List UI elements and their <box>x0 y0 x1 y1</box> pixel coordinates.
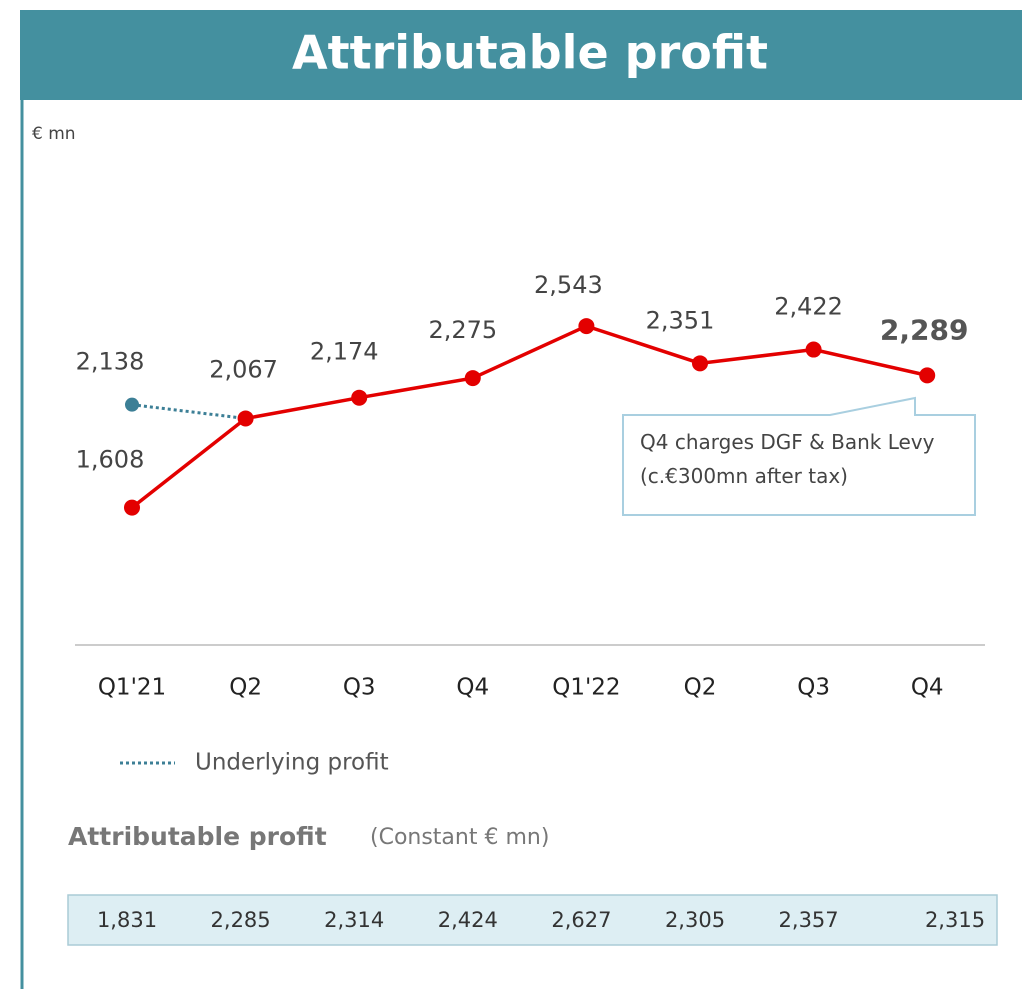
data-label: 2,067 <box>209 355 278 383</box>
callout-box <box>622 396 976 516</box>
table-cell: 2,285 <box>211 908 271 932</box>
series-line <box>130 324 928 509</box>
data-label: 2,174 <box>310 338 379 366</box>
title: Attributable profit <box>292 26 768 80</box>
data-point <box>464 370 481 387</box>
table-title: Attributable profit <box>68 822 327 851</box>
data-point <box>578 318 595 335</box>
table-subtitle: (Constant € mn) <box>370 825 549 850</box>
unit-label: € mn <box>32 124 76 144</box>
callout: Q4 charges DGF & Bank Levy (c.€300mn aft… <box>640 430 935 488</box>
x-tick-label: Q2 <box>684 675 717 701</box>
data-point <box>692 355 708 372</box>
table-cell: 2,627 <box>551 908 611 932</box>
table-box <box>67 894 998 946</box>
data-label: 2,138 <box>76 348 145 376</box>
x-tick-label: Q1'22 <box>552 675 620 701</box>
data-point <box>919 367 936 384</box>
x-tick-label: Q2 <box>229 675 262 701</box>
x-tick-label: Q4 <box>911 675 944 701</box>
data-label: 2,275 <box>428 316 497 344</box>
data-point <box>124 499 140 516</box>
table-cell: 2,424 <box>438 908 498 932</box>
table-cell: 2,315 <box>925 908 985 932</box>
x-tick-label: Q1'21 <box>98 675 166 701</box>
data-label: 2,422 <box>774 293 843 321</box>
data-point <box>351 389 368 406</box>
annotation: Q4 charges DGF & Bank Levy (c.€300mn aft… <box>640 430 935 488</box>
table-cell: 2,305 <box>665 908 725 932</box>
table-cell: 1,831 <box>97 908 157 932</box>
table-cell: 2,314 <box>324 908 384 932</box>
legend-label: Underlying profit <box>195 750 389 776</box>
x-tick-label: Q3 <box>343 675 376 701</box>
x-tick-label: Q4 <box>456 675 489 701</box>
data-label: 2,351 <box>646 306 715 334</box>
data-point <box>237 410 254 427</box>
data-point <box>805 341 822 358</box>
data-label: 1,608 <box>76 446 145 474</box>
data-label: 2,289 <box>880 313 969 346</box>
header-bar <box>20 10 1022 100</box>
data-point <box>125 397 139 412</box>
data-label: 2,543 <box>534 271 603 299</box>
series-line <box>131 403 246 420</box>
x-tick-label: Q3 <box>797 675 830 701</box>
table-cell: 2,357 <box>779 908 839 932</box>
